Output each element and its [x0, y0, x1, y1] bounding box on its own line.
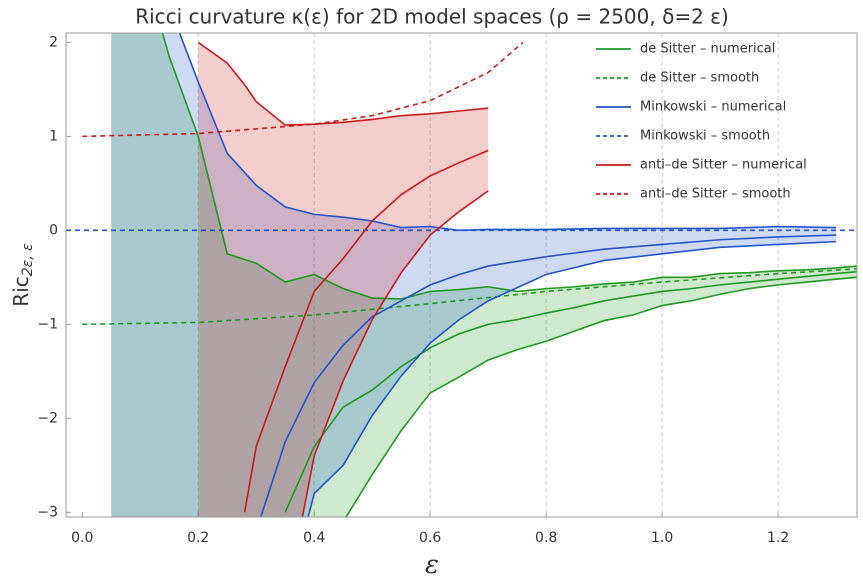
- lines: [66, 33, 857, 517]
- legend-label: Minkowski – numerical: [640, 100, 786, 115]
- x-tick-label: 0.8: [535, 530, 557, 546]
- band: [111, 33, 857, 517]
- band: [198, 42, 489, 517]
- numerical-line: [259, 234, 837, 517]
- legend-label: Minkowski – smooth: [640, 129, 770, 144]
- x-axis-label: ε: [425, 550, 439, 580]
- x-tick-label: 0.4: [303, 530, 325, 546]
- legend-label: de Sitter – smooth: [640, 71, 759, 86]
- legend: de Sitter – numerical de Sitter – smooth M…: [596, 42, 807, 202]
- y-axis-label-sub: 2ε, ε: [20, 243, 36, 276]
- x-tick-label: 0.2: [187, 530, 209, 546]
- y-tick-label: −1: [37, 316, 58, 332]
- chart-title: Ricci curvature κ(ε) for 2D model spaces…: [135, 5, 729, 29]
- smooth-line: [82, 41, 524, 138]
- y-axis-label-main: Ric: [9, 276, 33, 306]
- plot-frame: [65, 32, 858, 518]
- band-upper-line: [161, 33, 857, 300]
- x-tick-label: 1.2: [767, 530, 789, 546]
- y-tick-label: −2: [37, 410, 58, 426]
- y-axis-label: Ric2ε, ε: [9, 243, 37, 307]
- bands: [111, 33, 857, 517]
- band: [111, 33, 837, 517]
- band-upper-line: [197, 41, 489, 126]
- band-lower-line: [345, 276, 857, 517]
- legend-label: anti–de Sitter – smooth: [640, 187, 791, 202]
- legend-label: anti–de Sitter – numerical: [640, 158, 807, 173]
- smooth-line: [82, 268, 857, 326]
- numerical-line: [243, 149, 489, 513]
- band-lower-line: [307, 240, 837, 517]
- y-tick-label: 2: [49, 34, 58, 50]
- band-lower-line: [301, 190, 489, 517]
- y-tick-label: 0: [49, 222, 58, 238]
- x-tick-label: 0.0: [71, 530, 93, 546]
- x-tick-label: 1.0: [651, 530, 673, 546]
- x-tick-label: 0.6: [419, 530, 441, 546]
- y-tick-label: −3: [37, 504, 58, 520]
- y-tick-label: 1: [49, 128, 58, 144]
- numerical-line: [284, 270, 857, 513]
- legend-label: de Sitter – numerical: [640, 42, 775, 57]
- band-upper-line: [178, 33, 837, 232]
